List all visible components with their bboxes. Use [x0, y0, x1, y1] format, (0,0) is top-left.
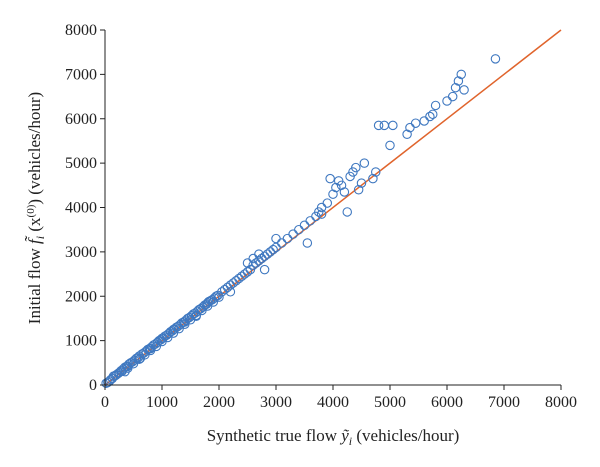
x-tick-label: 4000	[317, 394, 349, 411]
data-point	[118, 364, 128, 374]
data-point	[123, 361, 133, 372]
reference-line	[104, 29, 562, 386]
data-point	[388, 120, 398, 131]
data-point	[145, 343, 156, 354]
x-tick-label: 6000	[431, 394, 463, 411]
data-point	[302, 238, 313, 248]
data-point	[305, 216, 315, 226]
data-point	[288, 229, 298, 239]
y-tick-label: 2000	[65, 288, 97, 305]
y-tick-label: 5000	[65, 155, 97, 172]
data-point	[208, 297, 219, 307]
data-point	[151, 341, 162, 352]
data-point	[450, 82, 461, 93]
data-point	[268, 244, 278, 255]
data-point	[325, 173, 335, 184]
reference-line-layer	[104, 29, 562, 386]
tick-labels-layer: 0 1000 2000 3000 4000 5000 6000 7000 8000 0 1000 20…	[65, 22, 577, 411]
data-point	[202, 298, 213, 308]
data-point	[265, 247, 276, 257]
y-tick-label: 8000	[65, 22, 97, 39]
data-point	[359, 158, 370, 168]
x-tick-label: 8000	[545, 394, 577, 411]
x-tick-label: 2000	[203, 394, 235, 411]
data-point	[410, 118, 421, 128]
x-tick-label: 0	[101, 394, 109, 411]
y-tick-label: 3000	[65, 244, 97, 261]
data-point	[282, 233, 293, 244]
data-point	[425, 111, 435, 122]
data-point	[370, 167, 381, 177]
data-point	[430, 100, 441, 111]
data-point	[331, 182, 341, 193]
data-point	[442, 96, 452, 106]
data-point	[168, 324, 179, 335]
data-point	[339, 187, 350, 197]
data-point	[271, 242, 281, 253]
data-point	[180, 317, 190, 327]
data-point	[259, 251, 270, 262]
data-point	[322, 198, 333, 208]
data-point	[316, 209, 327, 219]
x-axis-title: Synthetic true flow ỹi (vehicles/hour)	[207, 426, 460, 448]
data-point	[490, 54, 501, 64]
data-point	[427, 109, 438, 120]
y-tick-label: 1000	[65, 333, 97, 350]
data-point	[276, 238, 287, 248]
data-point	[368, 173, 378, 184]
data-point	[353, 185, 364, 195]
data-point	[385, 140, 395, 151]
data-point	[299, 220, 310, 231]
data-point	[191, 311, 201, 321]
y-tick-label: 0	[89, 377, 97, 394]
data-point	[271, 233, 281, 244]
data-point	[157, 333, 167, 344]
y-tick-label: 4000	[65, 200, 97, 217]
data-point	[419, 116, 429, 126]
y-axis-title: Initial flow f̃i (x(0)) (vehicles/hour)	[25, 92, 47, 324]
data-point	[453, 76, 464, 86]
data-point	[379, 120, 390, 131]
data-points-layer	[101, 54, 501, 388]
x-tick-label: 5000	[374, 394, 406, 411]
data-point	[342, 207, 352, 217]
data-point	[225, 287, 236, 297]
data-point	[134, 354, 144, 365]
data-point	[254, 249, 264, 259]
x-tick-label: 7000	[488, 394, 520, 411]
y-tick-label: 7000	[65, 66, 97, 83]
data-point	[402, 129, 412, 140]
axes-layer	[100, 29, 562, 390]
data-point	[356, 178, 367, 188]
data-point	[209, 293, 220, 303]
x-tick-label: 1000	[146, 394, 178, 411]
data-point	[120, 366, 130, 377]
data-point	[328, 189, 338, 199]
data-point	[336, 180, 347, 191]
data-point	[259, 264, 270, 275]
data-point	[447, 91, 458, 102]
data-point	[294, 224, 304, 235]
x-tick-label: 3000	[260, 394, 292, 411]
data-point	[242, 258, 253, 268]
data-point	[214, 292, 224, 302]
data-point	[459, 85, 469, 95]
data-point	[373, 120, 384, 131]
data-point	[456, 69, 466, 80]
y-tick-label: 6000	[65, 111, 97, 128]
data-point	[351, 162, 361, 173]
data-point	[262, 249, 273, 259]
